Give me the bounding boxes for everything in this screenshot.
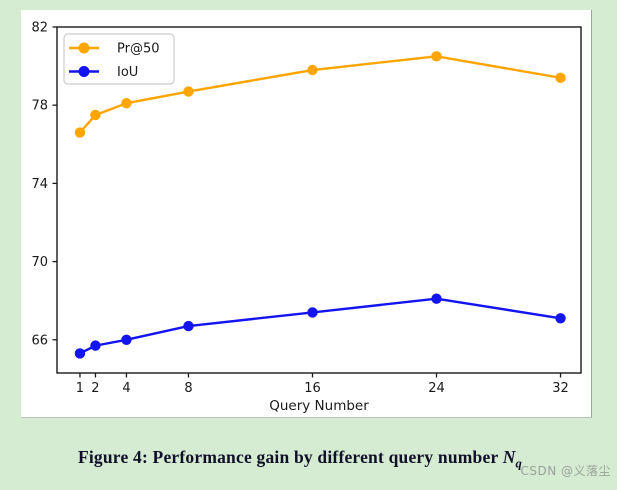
legend-marker: [78, 42, 90, 54]
data-point-marker: [307, 307, 318, 318]
data-point-marker: [121, 98, 132, 109]
data-point-marker: [90, 340, 101, 351]
y-tick-label: 70: [31, 255, 48, 270]
data-point-marker: [74, 348, 86, 359]
legend-label: IoU: [117, 65, 138, 80]
series-pr50: [74, 51, 566, 138]
x-tick-label: 4: [122, 381, 130, 396]
x-tick-label: 16: [304, 381, 321, 396]
data-point-marker: [183, 86, 194, 97]
caption-math-variable: N: [502, 447, 516, 467]
caption-math-subscript: q: [515, 456, 523, 471]
data-point-marker: [121, 334, 132, 345]
y-tick-label: 78: [31, 99, 48, 114]
data-point-marker: [431, 51, 442, 62]
data-point-marker: [307, 64, 318, 76]
x-tick-label: 24: [428, 381, 445, 396]
x-tick-label: 32: [552, 381, 569, 396]
data-point-marker: [431, 293, 442, 304]
y-tick-label: 66: [31, 333, 48, 348]
figure-canvas: 66 70 74 78 82 1 2 4 8 16 24 32 Query Number Pr@50 IoU: [21, 10, 592, 418]
caption-text: Figure 4: Performance gain by different …: [77, 447, 503, 467]
legend-marker: [78, 66, 90, 77]
axes-spines: [56, 26, 582, 374]
series-line: [78, 297, 562, 355]
x-tick-label: 2: [91, 381, 99, 396]
data-point-marker: [90, 109, 101, 121]
data-point-marker: [555, 72, 566, 84]
x-tick-label: 1: [76, 381, 84, 396]
legend-label: Pr@50: [117, 42, 160, 57]
data-point-marker: [74, 127, 86, 138]
series-iou: [74, 293, 566, 359]
y-tick-label: 74: [31, 177, 48, 192]
x-axis-label: Query Number: [269, 398, 369, 414]
figure-caption: Figure 4: Performance gain by different …: [0, 447, 600, 472]
data-point-marker: [183, 320, 194, 332]
legend: Pr@50 IoU: [63, 33, 175, 85]
y-tick-label: 82: [31, 21, 48, 36]
data-point-marker: [555, 313, 566, 324]
x-tick-label: 8: [184, 381, 192, 396]
csdn-watermark: CSDN @义落尘: [520, 464, 611, 478]
